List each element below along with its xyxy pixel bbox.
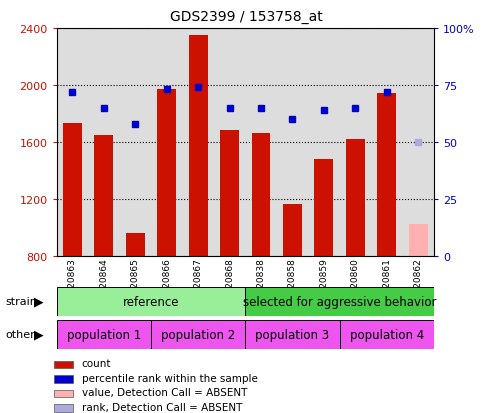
- Text: population 1: population 1: [67, 328, 141, 341]
- Bar: [63, 124, 82, 256]
- Bar: [283, 205, 302, 256]
- Bar: [220, 131, 239, 256]
- Text: ▶: ▶: [34, 328, 43, 341]
- Bar: [157, 90, 176, 256]
- Bar: [346, 140, 365, 256]
- Bar: [340, 29, 371, 256]
- Bar: [119, 29, 151, 256]
- Bar: [189, 36, 208, 256]
- Bar: [277, 29, 308, 256]
- Text: reference: reference: [123, 295, 179, 308]
- Text: count: count: [82, 358, 111, 368]
- Bar: [88, 29, 119, 256]
- Bar: [377, 94, 396, 256]
- Bar: [182, 29, 214, 256]
- Bar: [54, 389, 73, 397]
- Bar: [54, 361, 73, 368]
- Bar: [57, 287, 245, 316]
- Bar: [402, 29, 434, 256]
- Bar: [245, 29, 277, 256]
- Bar: [315, 159, 333, 256]
- Bar: [371, 29, 402, 256]
- Bar: [94, 135, 113, 256]
- Bar: [126, 233, 145, 256]
- Bar: [245, 287, 434, 316]
- Bar: [308, 29, 340, 256]
- Bar: [54, 404, 73, 412]
- Text: population 2: population 2: [161, 328, 235, 341]
- Text: population 3: population 3: [255, 328, 329, 341]
- Bar: [54, 375, 73, 383]
- Text: strain: strain: [5, 297, 37, 306]
- Bar: [57, 320, 151, 349]
- Text: GDS2399 / 153758_at: GDS2399 / 153758_at: [170, 10, 323, 24]
- Text: percentile rank within the sample: percentile rank within the sample: [82, 373, 258, 383]
- Bar: [245, 320, 340, 349]
- Text: ▶: ▶: [34, 295, 43, 308]
- Bar: [251, 134, 270, 256]
- Bar: [151, 320, 245, 349]
- Text: population 4: population 4: [350, 328, 424, 341]
- Bar: [214, 29, 246, 256]
- Text: rank, Detection Call = ABSENT: rank, Detection Call = ABSENT: [82, 402, 242, 412]
- Text: value, Detection Call = ABSENT: value, Detection Call = ABSENT: [82, 387, 247, 397]
- Text: selected for aggressive behavior: selected for aggressive behavior: [243, 295, 436, 308]
- Bar: [340, 320, 434, 349]
- Text: other: other: [5, 330, 35, 339]
- Bar: [409, 225, 427, 256]
- Bar: [151, 29, 182, 256]
- Bar: [57, 29, 88, 256]
